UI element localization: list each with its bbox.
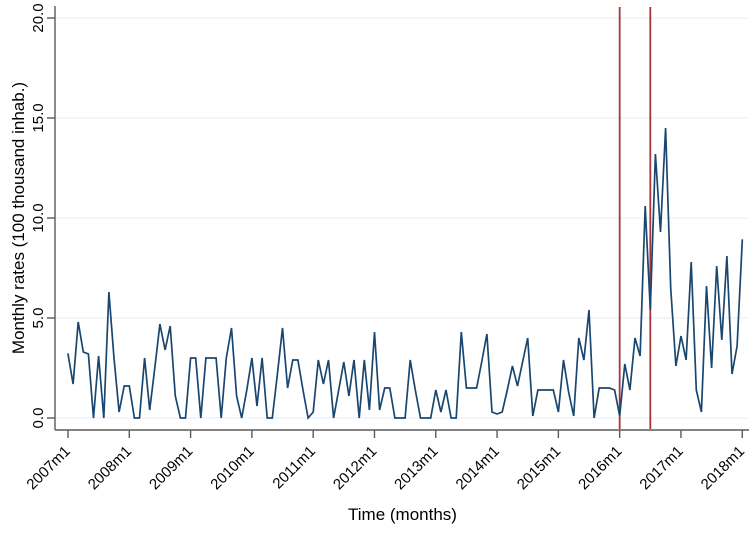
x-tick-label: 2014m1 bbox=[453, 443, 503, 493]
y-tick-label: 0.0 bbox=[30, 408, 47, 429]
x-tick-label: 2009m1 bbox=[146, 443, 196, 493]
y-tick-label: 5.0 bbox=[30, 308, 47, 329]
x-tick-label: 2012m1 bbox=[330, 443, 380, 493]
x-tick-label: 2013m1 bbox=[391, 443, 441, 493]
x-tick-label: 2018m1 bbox=[698, 443, 748, 493]
x-tick-label: 2017m1 bbox=[636, 443, 686, 493]
x-tick-label: 2008m1 bbox=[85, 443, 135, 493]
x-tick-label: 2016m1 bbox=[575, 443, 625, 493]
x-axis-title: Time (months) bbox=[348, 505, 457, 524]
y-tick-label: 20.0 bbox=[30, 3, 47, 32]
y-tick-label: 10.0 bbox=[30, 203, 47, 232]
x-tick-label: 2010m1 bbox=[207, 443, 257, 493]
x-tick-label: 2007m1 bbox=[23, 443, 73, 493]
y-axis-title-text: Monthly rates (100 thousand inhab.) bbox=[9, 81, 28, 355]
x-tick-label: 2011m1 bbox=[269, 443, 319, 493]
y-tick-label: 15.0 bbox=[30, 103, 47, 132]
x-tick-label: 2015m1 bbox=[514, 443, 564, 493]
data-line bbox=[67, 127, 744, 420]
